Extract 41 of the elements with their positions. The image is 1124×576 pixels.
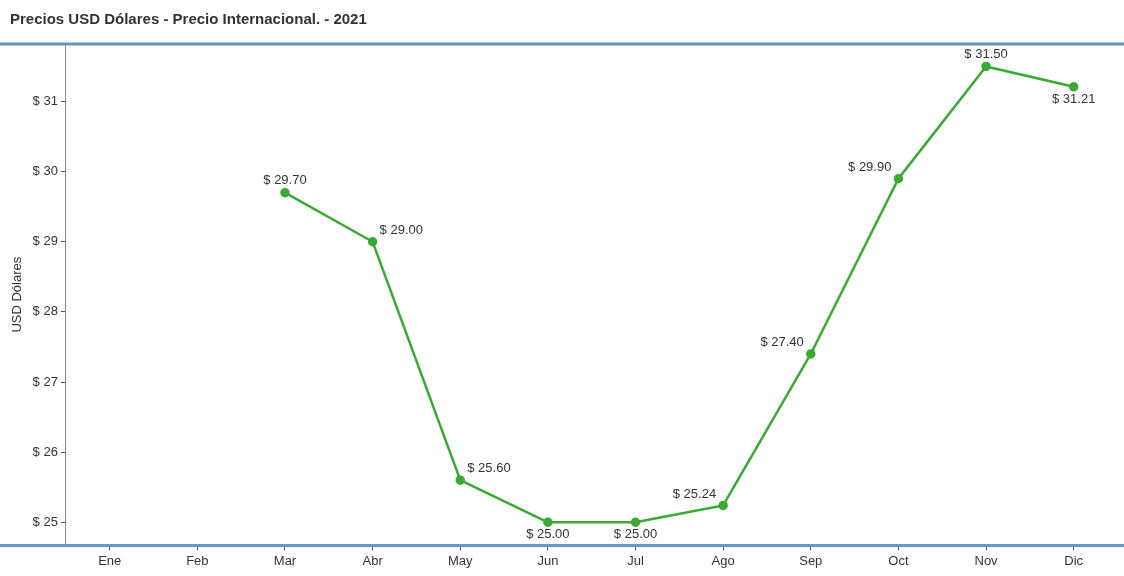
point [806,349,816,359]
y-tick-label: $ 27 [32,373,58,389]
data-label: $ 29.00 [379,221,423,237]
y-tick-label: $ 29 [32,233,58,249]
data-label: $ 25.00 [526,526,570,542]
point [718,500,728,511]
x-tick-label: Abr [362,552,384,568]
y-tick-label: $ 26 [32,443,58,459]
point [893,173,904,184]
y-tick-label: $ 25 [32,513,58,529]
x-tick-label: Ago [711,552,735,568]
x-tick-label: May [447,552,474,568]
point [543,517,553,528]
x-tick-label: Dic [1064,552,1084,568]
point [367,237,378,247]
x-tick-label: Jun [537,552,559,568]
data-label: $ 29.90 [848,158,892,174]
chart-title: Precios USD Dólares - Precio Internacional. - 2021 [10,10,367,27]
y-tick-label: $ 31 [32,93,58,109]
data-label: $ 25.00 [613,526,658,542]
y-axis-title: USD Dólares [9,256,25,333]
x-tick-label: Mar [273,552,297,568]
point [630,517,641,528]
point [981,61,991,72]
x-tick-label: Ene [98,552,122,568]
x-tick-label: Oct [888,552,909,568]
point [280,187,290,198]
data-label: $ 31.50 [964,45,1008,61]
y-tick-label: $ 30 [32,163,58,179]
data-label: $ 31.21 [1052,90,1096,106]
data-label: $ 25.24 [672,485,717,501]
x-tick-label: Jul [627,552,644,568]
data-label: $ 29.70 [263,171,307,187]
x-tick-label: Sep [799,552,823,568]
point [455,475,465,485]
x-tick-label: Nov [974,552,999,568]
data-label: $ 25.60 [467,460,511,476]
point [1068,82,1079,92]
x-tick-label: Feb [186,552,209,568]
y-tick-label: $ 28 [32,303,58,319]
data-label: $ 27.40 [760,334,804,350]
